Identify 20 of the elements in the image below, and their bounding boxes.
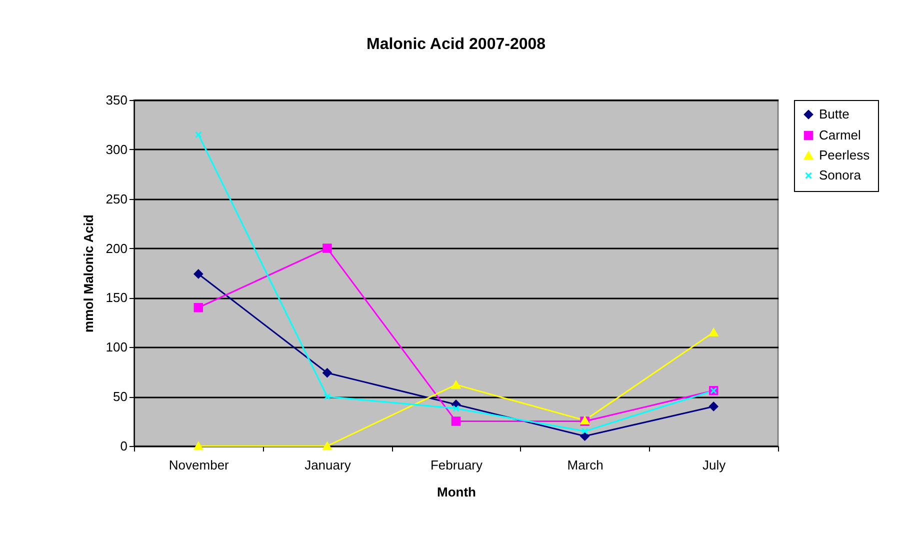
chart-title: Malonic Acid 2007-2008 — [366, 36, 546, 53]
y-tick-label: 150 — [106, 290, 128, 306]
y-tick-label: 200 — [106, 240, 128, 256]
legend-label: Carmel — [819, 128, 862, 142]
x-axis-title: Month — [437, 484, 476, 500]
x-tick-label: July — [702, 458, 726, 472]
x-tick-label: February — [430, 458, 484, 472]
y-axis-title: mmol Malonic Acid — [80, 214, 96, 332]
y-tick-label: 250 — [106, 191, 128, 206]
legend-label: Sonora — [819, 168, 862, 182]
y-tick-label: 0 — [120, 438, 128, 454]
legend-label: Peerless — [819, 148, 870, 162]
legend-label: Butte — [819, 106, 850, 122]
x-tick-label: March — [567, 458, 604, 472]
y-tick-label: 300 — [106, 142, 128, 157]
x-tick-label: January — [304, 458, 352, 472]
y-tick-label: 50 — [113, 389, 128, 404]
x-tick-label: November — [168, 458, 230, 472]
y-tick-label: 350 — [106, 92, 128, 108]
y-tick-label: 100 — [106, 340, 128, 355]
